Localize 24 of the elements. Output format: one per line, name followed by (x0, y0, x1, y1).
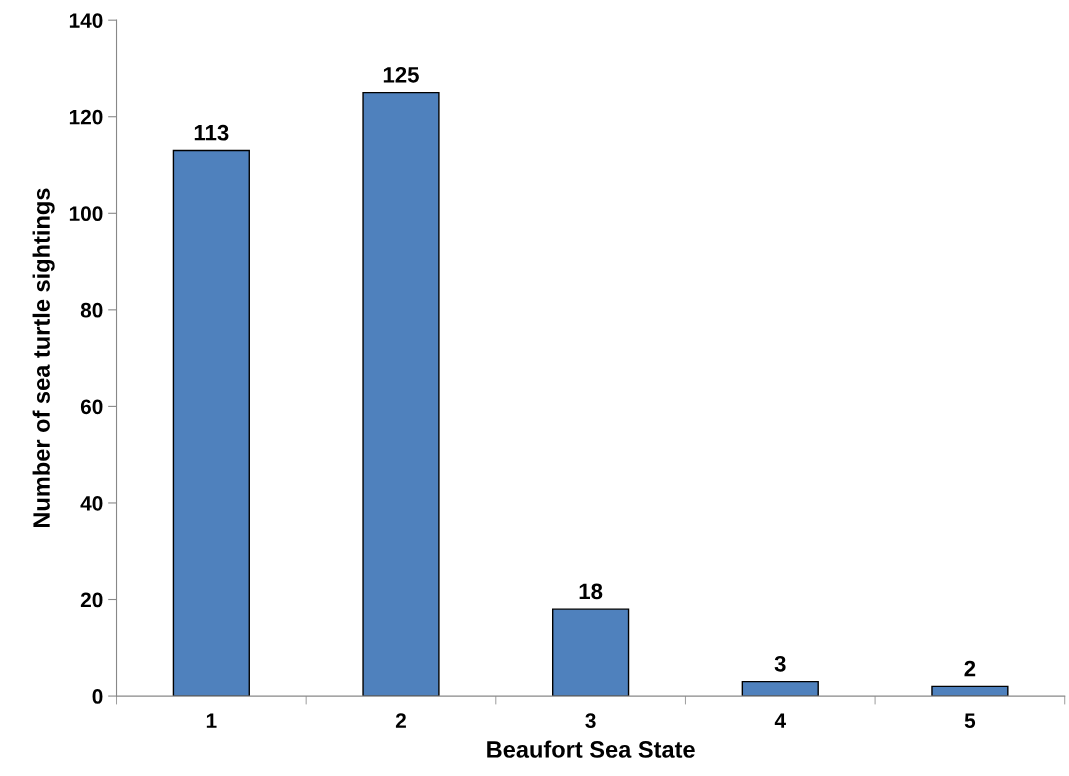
y-tick-label: 0 (92, 689, 103, 704)
y-tick-label: 80 (80, 302, 103, 318)
y-tick-label: 120 (69, 109, 103, 125)
bar (172, 149, 250, 697)
y-tick-label: 140 (69, 13, 103, 28)
data-label: 3 (774, 655, 786, 672)
x-tick-label: 2 (395, 713, 406, 728)
data-label: 2 (964, 660, 976, 677)
x-tick-label: 5 (964, 713, 976, 729)
x-tick-label: 3 (585, 713, 596, 729)
x-tick-label: 1 (206, 713, 217, 728)
y-tick-label: 60 (80, 399, 103, 415)
data-label: 113 (194, 124, 229, 141)
y-tick-label: 40 (80, 495, 103, 511)
bar (362, 91, 440, 697)
x-tick-label: 4 (774, 713, 786, 728)
bar (551, 608, 630, 697)
bar (741, 680, 819, 697)
y-tick-label: 100 (69, 206, 103, 222)
data-label: 18 (579, 583, 603, 600)
y-tick-label: 20 (80, 592, 103, 608)
data-label: 125 (383, 66, 419, 83)
x-axis-title: Beaufort Sea State (487, 740, 695, 758)
y-axis-title: Number of sea turtle sightings (32, 188, 55, 528)
